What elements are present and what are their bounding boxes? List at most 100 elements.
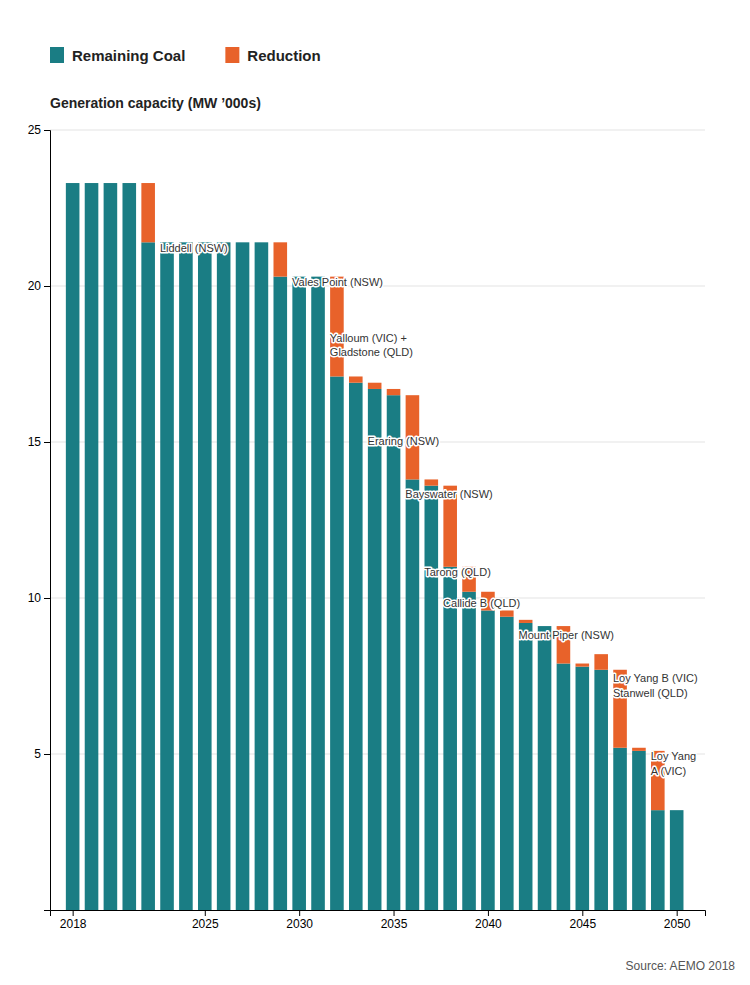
tick-mark [488,910,489,916]
source: Source: AEMO 2018 [626,959,736,973]
tick-label: 2045 [569,917,596,931]
bar [632,748,646,751]
tick-label: 25 [28,123,42,137]
bar [594,654,608,670]
tick-mark [299,910,300,916]
tick-label: 10 [28,591,42,605]
bar [255,242,269,243]
bar [387,395,401,910]
bar [368,389,382,910]
annotation: Mount Piper (NSW) [519,629,614,641]
bar [122,183,136,184]
bar-series [141,183,664,810]
tick-mark [44,130,50,131]
bar [368,383,382,389]
tick-label: 20 [28,279,42,293]
bar [425,479,439,485]
bar [217,242,231,910]
tick-label: 2025 [192,917,219,931]
tick-label: 2030 [286,917,313,931]
annotation: Loy Yang A (VIC) [651,750,696,776]
bar [519,623,533,910]
tick-mark [205,910,206,916]
annotation-line: Eraring (NSW) [368,435,440,447]
bar [500,610,514,616]
annotation-line: Loy Yang B (VIC) [613,672,698,684]
bar [349,376,363,382]
bar [179,242,193,910]
tick: 20 [28,279,50,293]
tick-mark [44,754,50,755]
annotation-line: Tarong (QLD) [424,566,491,578]
x-axis: 2018 2025 2030 2035 2040 2045 2050 [51,910,706,931]
tick-mark [394,910,395,916]
bar [349,383,363,910]
bar [443,567,457,910]
bar [576,664,590,667]
annotation: Loy Yang B (VIC) Stanwell (QLD) [613,672,698,698]
annotations: Liddell (NSW)Vales Point (NSW)Yalloum (V… [160,242,698,777]
bar [538,626,552,627]
annotation-line: Vales Point (NSW) [292,276,383,288]
tick-label: 2018 [60,917,87,931]
bar [557,664,571,910]
bar [670,810,684,811]
bar [519,620,533,623]
bar [122,183,136,910]
bar [613,748,627,910]
bar [198,242,212,910]
tick: 2045 [569,910,596,931]
bar [85,183,99,910]
bar [104,183,118,184]
bar [330,376,344,910]
annotation-line: Loy Yang [651,750,696,762]
tick-mark [582,910,583,916]
grid-line [50,130,705,131]
tick-label: 2035 [381,917,408,931]
bar [406,479,420,910]
bar [330,277,344,377]
bar [236,242,250,910]
bar [632,751,646,910]
tick: 15 [28,435,50,449]
annotation: Callide B (QLD) [443,597,520,609]
annotation-line: Yalloum (VIC) + [330,332,407,344]
bar [481,610,495,910]
tick: 5 [34,747,50,761]
tick: 2030 [286,910,313,931]
tick-label: 15 [28,435,42,449]
bar [594,670,608,910]
bar [462,592,476,910]
tick: 2050 [664,910,691,931]
bar [236,242,250,243]
tick: 2018 [60,910,87,931]
y-axis-title: Generation capacity (MW ’000s) [50,95,261,111]
tick-mark [44,442,50,443]
annotation: Yalloum (VIC) +Gladstone (QLD) [330,332,413,358]
annotation-line: Bayswater (NSW) [405,488,492,500]
bars [66,183,684,910]
legend-label: Reduction [247,47,320,64]
annotation: Bayswater (NSW) [405,488,492,500]
annotation: Tarong (QLD) [424,566,491,578]
annotation-line: A (VIC) [651,765,686,777]
tick-label: 2050 [664,917,691,931]
bar-series [66,183,684,910]
chart: 2018202520302035204020452050510152025Lid… [0,0,750,985]
annotation: Vales Point (NSW) [292,276,383,288]
bar [273,277,287,910]
bar [104,183,118,910]
bar [311,277,325,910]
annotation-line: Stanwell (QLD) [613,687,688,699]
tick-mark [73,910,74,916]
tick-label: 2040 [475,917,502,931]
y-axis: 5 10 15 20 25 [28,123,51,910]
bar [292,277,306,910]
bar [85,183,99,184]
legend: Remaining CoalReduction [50,47,321,64]
bar [255,242,269,910]
annotation: Eraring (NSW) [368,435,440,447]
tick: 2035 [381,910,408,931]
bar [141,242,155,910]
bar [387,389,401,395]
